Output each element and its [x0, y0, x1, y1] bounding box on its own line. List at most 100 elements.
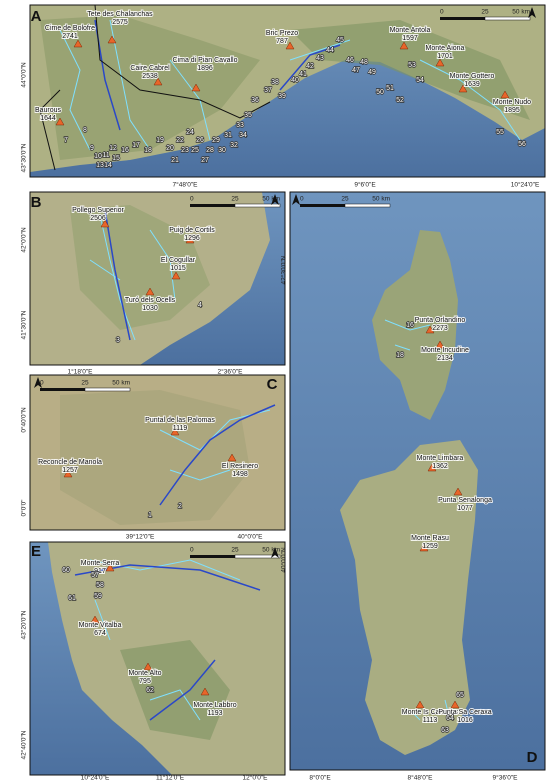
basin-number: 36 — [251, 97, 259, 104]
basin-number: 13 — [96, 162, 104, 169]
basin-number: 43 — [316, 55, 324, 62]
basin-number: 47 — [352, 67, 360, 74]
peak-elevation: 1597 — [402, 35, 418, 42]
peak-elevation: 1896 — [197, 65, 213, 72]
scale-label: 0 — [190, 196, 194, 203]
basin-number: 35 — [244, 112, 252, 119]
peak-name: Monte Gottero — [450, 73, 495, 80]
basin-number: 7 — [64, 137, 68, 144]
scale-label: 0 — [40, 380, 44, 387]
scale-label: 0 — [440, 9, 444, 16]
peak-marker — [105, 563, 115, 572]
peak-elevation: 917 — [94, 568, 106, 575]
latitude-label: 0°0'0" — [20, 499, 28, 517]
forest — [290, 20, 530, 120]
peak-marker — [453, 487, 463, 496]
corsica — [372, 230, 458, 420]
basin-number: 30 — [218, 147, 226, 154]
peak-elevation: 2538 — [142, 73, 158, 80]
peak-marker — [73, 39, 83, 48]
longitude-label: 7°48'0"E — [173, 181, 199, 189]
longitude-label: 39°12'0"E — [126, 533, 155, 541]
basin-number: 32 — [230, 142, 238, 149]
latitude-label: 40°0'0"N — [280, 547, 288, 573]
basin-number: 28 — [206, 147, 214, 154]
scale-bar — [344, 203, 391, 208]
basin-number: 27 — [201, 157, 209, 164]
peak-marker — [227, 453, 237, 462]
longitude-label: 10°24'0"E — [81, 774, 110, 782]
basin-number: 1 — [148, 512, 152, 519]
basin-number: 14 — [104, 162, 112, 169]
peak-name: Punta Sa Ceraxa — [438, 709, 491, 716]
peak-name: Caire Cabrel — [130, 65, 170, 72]
basin-number: 23 — [181, 147, 189, 154]
peak-name: Monte Vitalba — [79, 622, 122, 629]
basin-number: 41 — [299, 71, 307, 78]
panel-letter: A — [31, 8, 42, 25]
peak-marker — [191, 83, 201, 92]
north-arrow — [271, 194, 279, 205]
basin-number: 51 — [386, 85, 394, 92]
basin-number: 63 — [441, 727, 449, 734]
sardinia — [340, 440, 478, 755]
peak-marker — [145, 287, 155, 296]
longitude-label: 11°12'0"E — [156, 774, 185, 782]
peak-elevation: 1701 — [437, 53, 453, 60]
basin-number: 61 — [68, 595, 76, 602]
peak-marker — [143, 662, 153, 671]
peak-elevation: 1077 — [457, 505, 473, 512]
basin-area — [60, 390, 250, 525]
scale-bar — [234, 554, 281, 559]
basin-number: 42 — [306, 63, 314, 70]
river — [74, 564, 261, 721]
peak-elevation: 1015 — [170, 265, 186, 272]
peak-name: Monte Is Caravius — [402, 709, 459, 716]
basin-number: 55 — [496, 129, 504, 136]
latitude-label: 43°20'0"N — [20, 610, 28, 639]
river — [384, 319, 451, 721]
scale-bar — [300, 204, 345, 207]
peak-elevation: 2575 — [112, 19, 128, 26]
basin-number: 16 — [121, 147, 129, 154]
north-arrow — [271, 547, 279, 558]
scale-label: 50 km — [372, 196, 390, 203]
peak-marker — [171, 271, 181, 280]
basin-number: 49 — [368, 69, 376, 76]
basin-number: 64 — [446, 715, 454, 722]
north-arrow — [292, 194, 300, 205]
basin-number: 21 — [171, 157, 179, 164]
peak-name: Monte Limbara — [417, 455, 464, 462]
scale-label: 50 km — [262, 196, 280, 203]
basin-number: 45 — [336, 37, 344, 44]
scale-label: 50 km — [112, 380, 130, 387]
scale-label: 0 — [300, 196, 304, 203]
longitude-label: 9°36'0"E — [493, 774, 519, 782]
basin-number: 38 — [271, 79, 279, 86]
basin-number: 33 — [236, 122, 244, 129]
longitude-label: 10°24'0"E — [511, 181, 540, 189]
basin-number: 25 — [191, 147, 199, 154]
peak-marker — [399, 41, 409, 50]
scale-bar — [190, 555, 235, 558]
peak-marker — [55, 117, 65, 126]
peak-marker — [285, 41, 295, 50]
peak-name: Punta Orlandino — [415, 317, 466, 324]
scale-label: 0 — [190, 547, 194, 554]
peak-name: Reconcle de Manola — [38, 459, 102, 466]
peak-elevation: 1498 — [232, 471, 248, 478]
scale-label: 25 — [231, 547, 239, 554]
basin-number: 20 — [166, 145, 174, 152]
peak-name: Cime de Bolofre — [45, 25, 95, 32]
basin-number: 46 — [346, 57, 354, 64]
peak-elevation: 2134 — [437, 355, 453, 362]
peak-name: Turó dels Ocells — [125, 297, 176, 304]
latitude-label: 42°0'0"N — [20, 227, 28, 253]
basin-number: 40 — [291, 77, 299, 84]
basin-number: 15 — [112, 155, 120, 162]
boundary — [39, 4, 271, 171]
basin-number: 29 — [212, 137, 220, 144]
basin-number: 18 — [144, 147, 152, 154]
peak-elevation: 1296 — [184, 235, 200, 242]
